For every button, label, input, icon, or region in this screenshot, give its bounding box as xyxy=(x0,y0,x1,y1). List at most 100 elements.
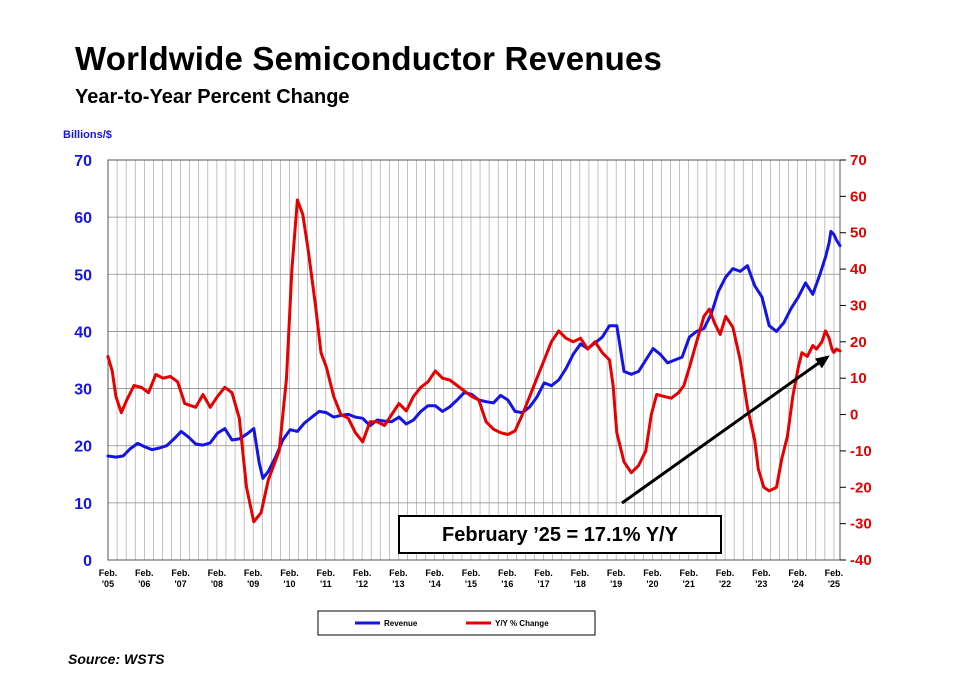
x-tick-label: '12 xyxy=(356,579,368,589)
data-point xyxy=(821,341,823,343)
x-tick-label: Feb. xyxy=(425,568,444,578)
data-point xyxy=(819,273,821,276)
data-point xyxy=(129,447,132,450)
data-point xyxy=(267,479,270,481)
data-point xyxy=(763,486,765,489)
data-point xyxy=(151,448,153,451)
data-point xyxy=(695,330,698,333)
data-point xyxy=(797,366,800,369)
data-point xyxy=(253,521,255,523)
x-tick-label: '21 xyxy=(683,579,695,589)
data-point xyxy=(514,410,516,413)
data-point xyxy=(412,419,415,421)
y-left-tick-label: 20 xyxy=(74,439,92,456)
x-tick-label: Feb. xyxy=(99,568,118,578)
data-point xyxy=(790,307,792,310)
y-right-tick-label: 70 xyxy=(850,152,867,169)
x-tick-label: Feb. xyxy=(716,568,735,578)
data-point xyxy=(499,394,502,397)
data-point xyxy=(470,395,473,398)
x-tick-label: Feb. xyxy=(208,568,227,578)
x-tick-label: Feb. xyxy=(788,568,807,578)
x-tick-label: Feb. xyxy=(135,568,154,578)
data-point xyxy=(714,322,716,325)
data-point xyxy=(289,428,291,431)
data-point xyxy=(398,402,400,405)
legend-box xyxy=(317,610,596,636)
data-point xyxy=(111,370,113,372)
data-point xyxy=(224,427,226,430)
data-point xyxy=(115,456,117,458)
data-point xyxy=(792,395,794,398)
data-point xyxy=(833,351,835,354)
y-right-tick-label: -40 xyxy=(850,552,872,569)
data-point xyxy=(670,397,672,400)
data-point xyxy=(314,304,317,307)
data-point xyxy=(340,413,342,416)
y-left-tick-label: 30 xyxy=(74,382,92,399)
y-right-tick-label: 0 xyxy=(850,407,858,424)
data-point xyxy=(830,230,832,233)
data-point xyxy=(550,384,553,387)
data-point xyxy=(282,439,284,441)
data-point xyxy=(623,461,625,463)
y-right-tick-label: 30 xyxy=(850,297,867,314)
data-point xyxy=(663,395,665,398)
data-point xyxy=(115,395,117,398)
x-tick-label: '16 xyxy=(501,579,513,589)
data-point xyxy=(405,410,408,412)
data-point xyxy=(147,391,150,394)
data-point xyxy=(724,276,727,278)
legend-label: Revenue xyxy=(384,619,418,628)
x-tick-label: '25 xyxy=(828,579,840,589)
data-point xyxy=(332,416,335,418)
x-tick-label: Feb. xyxy=(353,568,372,578)
data-point xyxy=(586,348,589,350)
data-point xyxy=(630,471,633,474)
data-point xyxy=(209,406,211,409)
source-note: Source: WSTS xyxy=(68,651,165,667)
data-point xyxy=(775,330,778,333)
y-right-tick-label: -30 xyxy=(850,516,872,533)
data-point xyxy=(296,199,299,201)
data-point xyxy=(354,431,357,434)
axis-layer: 0 10 20 30 40 50 60 70 Billions/$ -40 -30 -20 -10 0 10… xyxy=(63,129,872,589)
data-point xyxy=(746,406,749,409)
x-tick-label: '09 xyxy=(247,579,259,589)
data-point xyxy=(528,395,531,398)
data-point xyxy=(318,410,320,413)
data-point xyxy=(683,384,685,387)
data-point xyxy=(572,353,574,356)
data-point xyxy=(291,268,293,270)
data-point xyxy=(302,213,304,216)
data-point xyxy=(347,417,350,420)
data-point xyxy=(623,370,625,373)
data-point xyxy=(630,373,633,376)
data-point xyxy=(485,421,487,423)
legend-label: Y/Y % Change xyxy=(495,619,549,628)
y-left-tick-label: 50 xyxy=(74,267,92,284)
data-point xyxy=(601,351,604,354)
data-point xyxy=(835,348,838,350)
data-point xyxy=(390,420,393,423)
x-tick-label: Feb. xyxy=(389,568,408,578)
chart-subtitle: Year-to-Year Percent Change xyxy=(75,86,350,108)
data-point xyxy=(828,242,830,244)
data-point xyxy=(253,427,255,430)
data-point xyxy=(833,233,835,236)
data-point xyxy=(695,341,698,343)
data-point xyxy=(666,362,669,364)
x-tick-label: '07 xyxy=(175,579,187,589)
data-point xyxy=(812,344,814,347)
data-point xyxy=(383,420,386,422)
data-point xyxy=(361,417,364,420)
y-right-tick-label: 20 xyxy=(850,334,867,351)
data-point xyxy=(216,395,219,398)
data-point xyxy=(528,406,531,408)
data-point xyxy=(245,433,248,436)
data-point xyxy=(732,267,734,270)
data-point xyxy=(325,411,328,414)
data-point xyxy=(703,315,705,318)
data-point xyxy=(187,436,190,438)
data-point xyxy=(133,384,135,387)
